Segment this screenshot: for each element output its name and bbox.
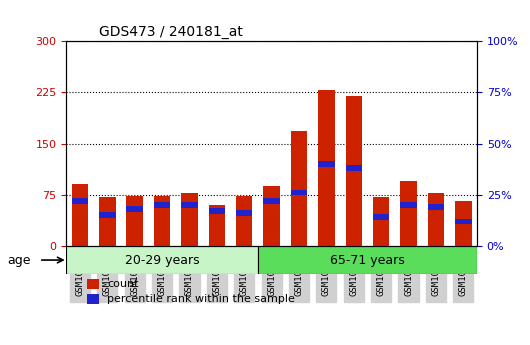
Bar (428, 193, 444, 246)
Bar (291, 190, 307, 195)
Bar (455, 201, 472, 246)
Bar (318, 90, 334, 246)
FancyBboxPatch shape (66, 246, 258, 274)
Text: count: count (107, 279, 139, 289)
Text: age: age (7, 254, 31, 267)
Bar (346, 96, 362, 246)
Bar (291, 131, 307, 246)
Bar (346, 165, 362, 171)
Bar (87, 294, 99, 304)
Bar (181, 193, 198, 246)
Bar (373, 197, 390, 246)
Bar (209, 205, 225, 246)
Bar (154, 196, 170, 246)
Bar (455, 218, 472, 224)
Text: 65-71 years: 65-71 years (330, 254, 405, 267)
Bar (99, 197, 116, 246)
Bar (87, 279, 99, 289)
Bar (318, 161, 334, 167)
Bar (373, 214, 390, 220)
Bar (72, 198, 88, 204)
Text: 20-29 years: 20-29 years (125, 254, 199, 267)
Bar (154, 202, 170, 208)
Bar (236, 210, 252, 216)
Bar (400, 202, 417, 208)
Bar (236, 196, 252, 246)
Bar (400, 181, 417, 246)
Bar (127, 206, 143, 212)
Text: GDS473 / 240181_at: GDS473 / 240181_at (99, 25, 243, 39)
Bar (72, 185, 88, 246)
Bar (209, 208, 225, 214)
FancyBboxPatch shape (258, 246, 477, 274)
Bar (263, 186, 280, 246)
Bar (428, 204, 444, 210)
Text: percentile rank within the sample: percentile rank within the sample (107, 294, 295, 304)
Bar (263, 198, 280, 204)
Bar (99, 213, 116, 218)
Bar (127, 196, 143, 246)
Bar (181, 202, 198, 208)
